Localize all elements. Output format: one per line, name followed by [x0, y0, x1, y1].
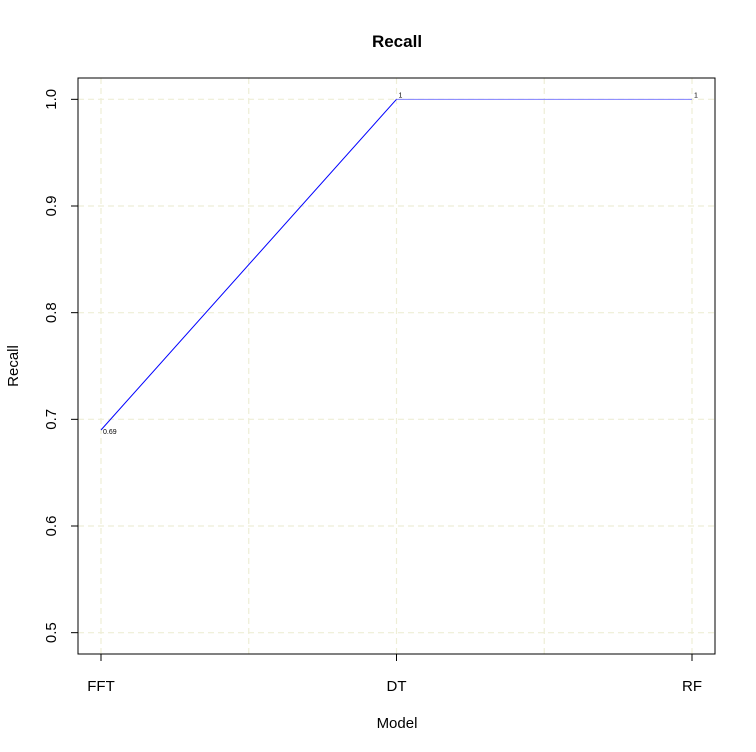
series-layer — [100, 98, 692, 431]
data-labels: 0.69 1 1 — [103, 92, 698, 436]
grid — [78, 78, 715, 654]
plot-frame — [77, 77, 716, 655]
x-tick-label: DT — [387, 678, 407, 695]
x-axis: FFT DT RF — [87, 653, 702, 695]
data-label: 0.69 — [103, 429, 117, 436]
data-label: 1 — [399, 92, 403, 99]
x-axis-label: Model — [377, 715, 418, 732]
data-label: 1 — [694, 92, 698, 99]
y-axis: 0.5 0.6 0.7 0.8 0.9 1.0 — [43, 89, 79, 643]
chart-title: Recall — [372, 32, 422, 51]
y-tick-label: 1.0 — [43, 89, 60, 110]
series-line-segment — [100, 99, 397, 431]
y-tick-label: 0.7 — [43, 409, 60, 430]
y-tick-label: 0.6 — [43, 516, 60, 537]
y-tick-label: 0.8 — [43, 302, 60, 323]
y-axis-label: Recall — [5, 345, 22, 387]
x-tick-label: FFT — [87, 678, 115, 695]
y-tick-label: 0.5 — [43, 622, 60, 643]
x-tick-label: RF — [682, 678, 702, 695]
y-tick-label: 0.9 — [43, 196, 60, 217]
